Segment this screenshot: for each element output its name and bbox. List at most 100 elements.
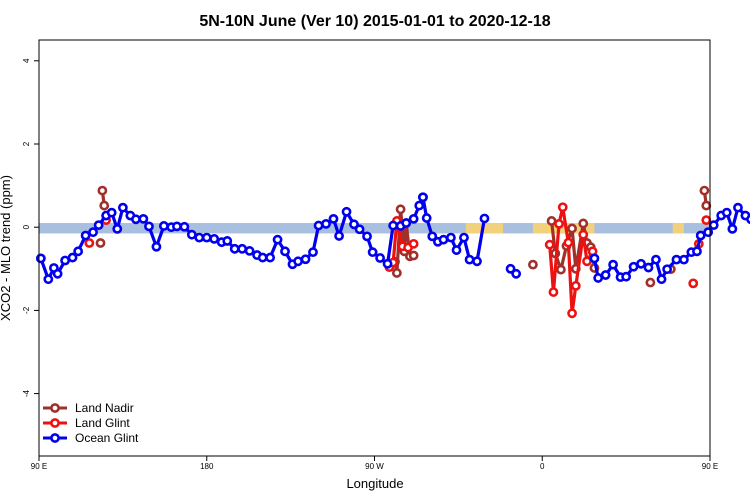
data-point <box>362 231 372 242</box>
data-point <box>727 223 738 234</box>
data-point <box>354 224 365 235</box>
data-point <box>528 259 538 270</box>
data-point <box>578 218 589 229</box>
x-axis-label: Longitude <box>346 476 403 491</box>
data-point <box>99 200 110 211</box>
data-point <box>701 215 712 226</box>
series-ocean-glint <box>35 192 750 285</box>
chart-title: 5N-10N June (Ver 10) 2015-01-01 to 2020-… <box>199 13 550 30</box>
data-point <box>117 202 128 213</box>
data-point <box>421 213 432 223</box>
legend-label: Land Nadir <box>75 401 134 415</box>
band-highlight <box>672 223 684 234</box>
data-point <box>43 274 54 285</box>
data-point <box>60 255 70 266</box>
data-point <box>112 223 123 234</box>
data-point <box>35 253 46 264</box>
data-point <box>300 254 311 265</box>
data-point <box>209 233 220 244</box>
data-point <box>554 218 564 229</box>
reference-band <box>39 223 710 234</box>
data-point <box>334 231 344 241</box>
data-point <box>93 220 104 231</box>
data-point <box>656 274 667 285</box>
data-point <box>643 262 654 273</box>
data-point <box>328 213 339 224</box>
data-point <box>692 246 702 257</box>
data-point <box>408 250 419 261</box>
data-point <box>321 218 331 229</box>
series-line <box>39 196 425 281</box>
data-point <box>144 221 154 232</box>
data-point <box>293 256 303 267</box>
data-point <box>265 252 276 263</box>
data-point <box>578 229 589 240</box>
y-tick-label: 0 <box>22 224 31 229</box>
legend-label: Land Glint <box>75 416 130 430</box>
data-point <box>308 247 318 258</box>
data-point <box>194 232 205 243</box>
data-point <box>418 192 428 203</box>
data-point <box>459 232 469 243</box>
band-highlight <box>532 223 560 234</box>
data-point <box>272 234 283 245</box>
data-point <box>472 256 482 267</box>
data-point <box>721 207 732 218</box>
x-tick-label: 90 W <box>365 462 384 471</box>
y-tick-label: 4 <box>22 58 31 63</box>
data-point <box>391 268 402 278</box>
data-point <box>671 254 682 265</box>
data-point <box>589 253 600 264</box>
data-point <box>257 252 268 263</box>
data-point <box>80 230 91 241</box>
y-tick-label: 2 <box>22 141 31 146</box>
data-point <box>229 243 240 254</box>
data-point <box>688 278 699 289</box>
data-point <box>544 239 555 250</box>
data-point <box>600 270 611 280</box>
data-point <box>280 246 290 257</box>
y-ticks: -4 -2 0 2 4 <box>22 58 39 397</box>
legend-label: Ocean Glint <box>75 431 139 445</box>
data-point <box>84 238 95 248</box>
data-point <box>408 238 419 249</box>
data-point <box>548 287 559 297</box>
data-point <box>636 258 646 269</box>
data-point <box>349 219 359 230</box>
data-point <box>582 256 592 267</box>
data-point <box>511 268 522 279</box>
data-point <box>95 238 106 248</box>
data-point <box>695 230 706 241</box>
data-point <box>593 273 604 283</box>
data-point <box>179 221 190 232</box>
x-tick-label: 90 E <box>31 462 47 471</box>
x-tick-label: 180 <box>200 462 214 471</box>
data-point <box>446 232 456 243</box>
data-point <box>464 254 475 265</box>
data-point <box>451 245 462 255</box>
data-point <box>701 200 712 211</box>
x-tick-label: 90 E <box>702 462 718 471</box>
legend-swatch-point <box>50 403 60 413</box>
series-line <box>548 205 594 315</box>
data-point <box>567 223 577 234</box>
data-point <box>313 220 324 231</box>
data-point <box>621 271 632 282</box>
data-point <box>201 232 212 243</box>
data-point <box>52 268 63 279</box>
data-point <box>106 207 117 218</box>
data-point <box>237 243 248 254</box>
x-tick-label: 0 <box>540 462 545 471</box>
data-point <box>138 213 149 224</box>
y-axis-label: XCO2 - MLO trend (ppm) <box>0 175 13 321</box>
data-point <box>382 258 393 269</box>
data-point <box>151 241 162 252</box>
data-point <box>438 234 449 245</box>
y-tick-label: -4 <box>22 389 31 397</box>
data-point <box>341 206 352 217</box>
data-point <box>555 264 566 275</box>
y-tick-label: -2 <box>22 306 31 314</box>
data-point <box>662 264 673 275</box>
data-point <box>746 214 750 225</box>
data-point <box>131 214 141 225</box>
